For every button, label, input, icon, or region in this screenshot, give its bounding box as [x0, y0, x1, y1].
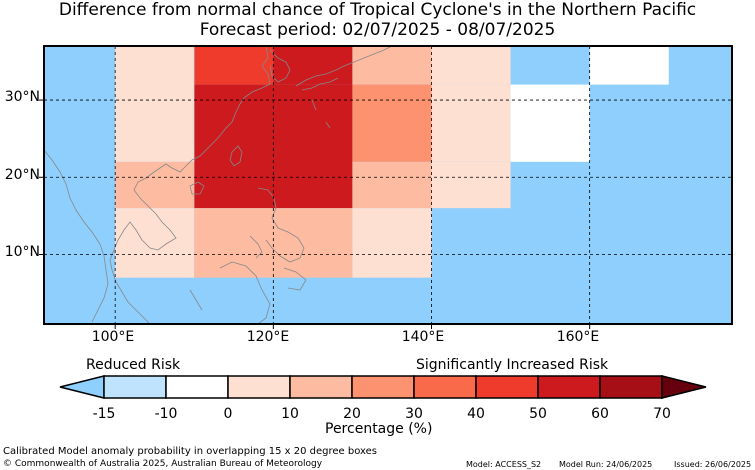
probability-cell	[352, 84, 432, 162]
reduced-risk-label: Reduced Risk	[86, 357, 181, 373]
colorbar-tick-label: 10	[281, 406, 299, 422]
probability-cell	[431, 46, 511, 85]
colorbar	[59, 375, 707, 399]
map-subtitle: Forecast period: 02/07/2025 - 08/07/2025	[199, 20, 556, 40]
colorbar-swatch	[351, 375, 415, 399]
colorbar-swatch	[413, 375, 477, 399]
colorbar-swatch	[165, 375, 229, 399]
colorbar-swatch	[475, 375, 539, 399]
y-tick-label: 20°N	[4, 167, 40, 183]
probability-cell	[431, 161, 511, 209]
colorbar-tick-label: 30	[405, 406, 423, 422]
probability-cell	[352, 161, 432, 209]
y-tick-label: 30°N	[4, 89, 40, 105]
x-tick-label: 140°E	[401, 329, 445, 345]
probability-cell	[273, 46, 353, 85]
x-tick-label: 120°E	[246, 329, 290, 345]
colorbar-axis-label: Percentage (%)	[325, 421, 433, 437]
probability-cell	[589, 46, 669, 85]
probability-cell	[510, 84, 590, 162]
colorbar-tick-label: 50	[529, 406, 547, 422]
x-tick-label: 100°E	[91, 329, 135, 345]
colorbar-tick-label: 20	[343, 406, 361, 422]
colorbar-under-arrow	[59, 375, 105, 399]
probability-cell	[115, 46, 195, 162]
colorbar-tick-label: -10	[154, 406, 178, 422]
footer-model-run: Model Run: 24/06/2025	[559, 460, 653, 469]
colorbar-tick-label: 60	[591, 406, 609, 422]
footer-issued: Issued: 26/06/2025	[674, 460, 752, 469]
colorbar-swatch	[227, 375, 291, 399]
increased-risk-label: Significantly Increased Risk	[416, 357, 609, 373]
probability-cell	[194, 208, 353, 278]
x-tick-label: 160°E	[556, 329, 600, 345]
map-title: Difference from normal chance of Tropica…	[58, 0, 697, 20]
colorbar-over-arrow	[661, 375, 707, 399]
colorbar-swatch	[289, 375, 353, 399]
colorbar-tick-label: -15	[92, 406, 116, 422]
colorbar-tick-label: 40	[467, 406, 485, 422]
y-tick-label: 10°N	[4, 244, 40, 260]
colorbar-tick-label: 0	[223, 406, 233, 422]
probability-cell	[115, 208, 195, 278]
footer-description: Calibrated Model anomaly probability in …	[3, 446, 378, 457]
colorbar-tick-label: 70	[653, 406, 671, 422]
colorbar-swatch	[103, 375, 167, 399]
probability-cell	[115, 161, 195, 209]
probability-cell	[194, 46, 274, 85]
colorbar-swatch	[537, 375, 601, 399]
footer-copyright: © Commonwealth of Australia 2025, Austra…	[3, 459, 323, 469]
colorbar-swatch	[599, 375, 663, 399]
probability-cell	[352, 208, 432, 278]
probability-cell	[431, 84, 511, 162]
coastlines	[44, 46, 393, 324]
footer-model: Model: ACCESS_S2	[466, 460, 542, 469]
probability-cell	[352, 46, 432, 85]
probability-cell	[194, 84, 353, 209]
